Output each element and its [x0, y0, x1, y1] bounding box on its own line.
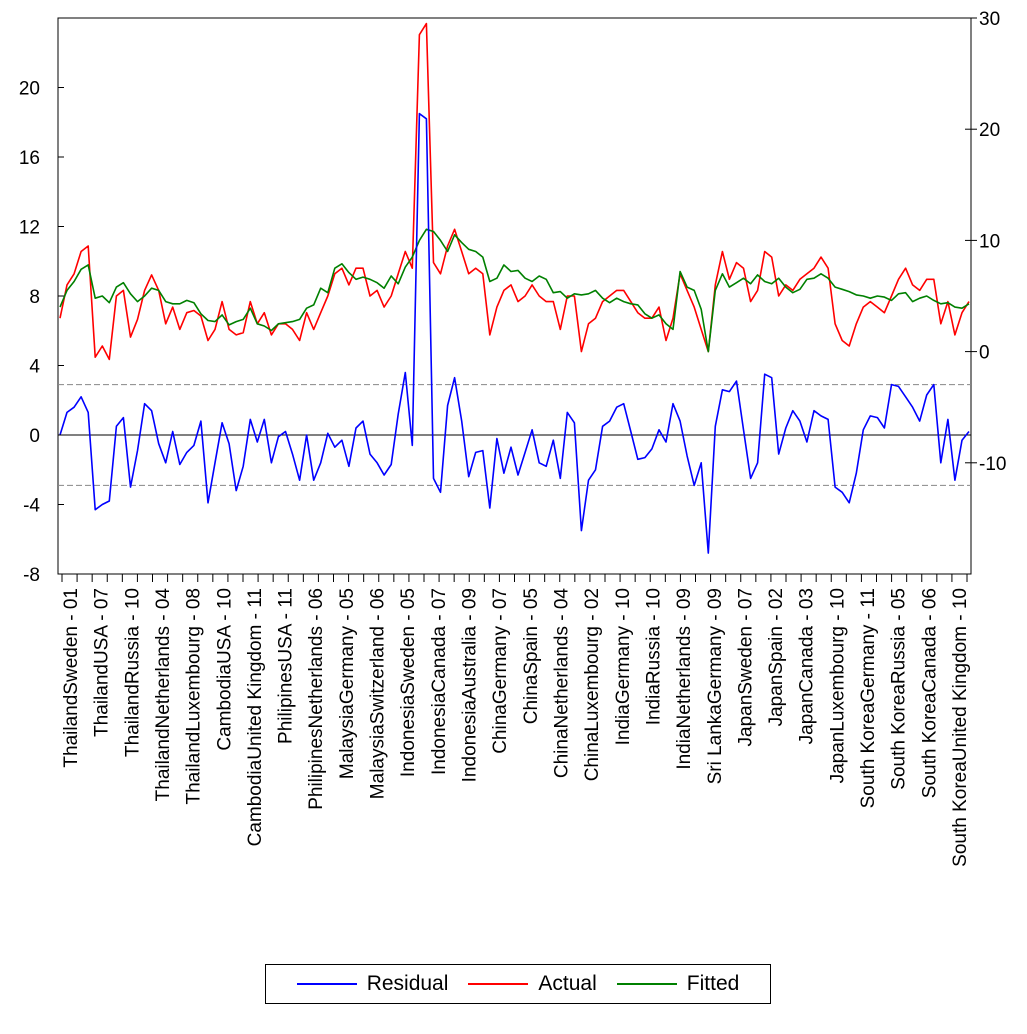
right-axis-tick-label: 30 — [979, 9, 1000, 30]
x-axis-category-label: MalaysiaGermany - 05 — [337, 588, 358, 779]
x-axis-category-label: IndiaRussia - 10 — [643, 588, 664, 725]
legend-swatch-actual — [468, 983, 529, 985]
x-axis-category-label: IndiaGermany - 10 — [613, 588, 634, 745]
plot-area — [57, 17, 972, 575]
x-axis-category-label: ChinaNetherlands - 04 — [552, 588, 573, 779]
left-axis-tick-label: 4 — [29, 357, 40, 378]
left-axis: -8 -4 0 4 8 12 16 20 — [19, 79, 64, 586]
x-axis-category-label: IndonesiaSweden - 05 — [398, 588, 419, 777]
legend-swatch-fitted — [616, 983, 677, 985]
x-axis-category-label: IndonesiaCanada - 07 — [429, 588, 450, 775]
legend-item-residual: Residual — [296, 972, 449, 996]
legend-label-fitted: Fitted — [686, 972, 740, 995]
x-axis-category-label: CambodiaUnited Kingdom - 11 — [245, 588, 266, 846]
right-axis-tick-label: 20 — [979, 120, 1000, 141]
series-line-actual — [59, 22, 970, 361]
left-axis-tick-label: 0 — [29, 426, 40, 447]
chart: -8 -4 0 4 8 12 16 20 -10 0 10 20 30 ThailandSweden … — [19, 9, 1007, 867]
x-axis-category-label: PhilipinesNetherlands - 06 — [306, 588, 327, 810]
x-axis-category-label: Sri LankaGermany - 09 — [705, 588, 726, 784]
x-axis-category-label: South KoreaRussia - 05 — [889, 588, 910, 790]
legend-label-residual: Residual — [366, 972, 449, 995]
left-axis-tick-label: 16 — [19, 148, 40, 169]
x-axis-category-label: ThailandLuxembourg - 08 — [184, 588, 205, 805]
x-axis-category-label: ThailandRussia - 10 — [122, 588, 143, 757]
x-axis-category-label: ThailandNetherlands - 04 — [153, 588, 174, 802]
x-axis-category-label: CambodiaUSA - 10 — [214, 588, 235, 751]
x-axis-category-label: JapanLuxembourg - 10 — [827, 588, 848, 783]
series-line-residual — [59, 112, 970, 554]
left-axis-tick-label: 20 — [19, 79, 40, 100]
series-line-fitted — [59, 228, 970, 353]
left-axis-tick-label: -4 — [23, 496, 40, 517]
right-axis-tick-label: 0 — [979, 343, 990, 364]
x-axis-category-label: ThailandSweden - 01 — [61, 588, 82, 768]
x-axis-category-label: JapanSpain - 02 — [766, 588, 787, 726]
x-axis-category-label: South KoreaCanada - 06 — [919, 588, 940, 798]
x-axis-category-label: South KoreaUnited Kingdom - 10 — [950, 588, 971, 867]
legend: Residual Actual Fitted — [265, 964, 771, 1004]
x-axis-category-label: ThailandUSA - 07 — [92, 588, 113, 737]
left-axis-tick-label: -8 — [23, 565, 40, 586]
x-axis-category-label: ChinaSpain - 05 — [521, 588, 542, 724]
x-axis-category-label: South KoreaGermany - 11 — [858, 588, 879, 808]
reference-lines — [58, 384, 971, 486]
x-axis-category-label: ChinaGermany - 07 — [490, 588, 511, 754]
right-axis-tick-label: -10 — [979, 454, 1006, 475]
legend-swatch-residual — [296, 983, 357, 985]
left-axis-tick-label: 8 — [29, 287, 40, 308]
x-axis-category-label: IndiaNetherlands - 09 — [674, 588, 695, 770]
x-axis-category-label: PhilipinesUSA - 11 — [276, 588, 297, 744]
right-axis-tick-label: 10 — [979, 231, 1000, 252]
series-lines — [59, 22, 970, 554]
right-axis: -10 0 10 20 30 — [965, 9, 1006, 475]
legend-item-actual: Actual — [468, 972, 597, 996]
left-axis-tick-label: 12 — [19, 218, 40, 239]
x-axis-category-label: IndonesiaAustralia - 09 — [460, 588, 481, 782]
legend-label-actual: Actual — [538, 972, 597, 995]
x-axis-category-label: MalaysiaSwitzerland - 06 — [368, 588, 389, 799]
x-axis-category-label: JapanCanada - 03 — [797, 588, 818, 744]
legend-item-fitted: Fitted — [616, 972, 740, 996]
x-axis-category-label: ChinaLuxembourg - 02 — [582, 588, 603, 781]
x-axis: ThailandSweden - 01 ThailandUSA - 07 Thail… — [61, 574, 971, 867]
x-axis-category-label: JapanSweden - 07 — [735, 588, 756, 746]
